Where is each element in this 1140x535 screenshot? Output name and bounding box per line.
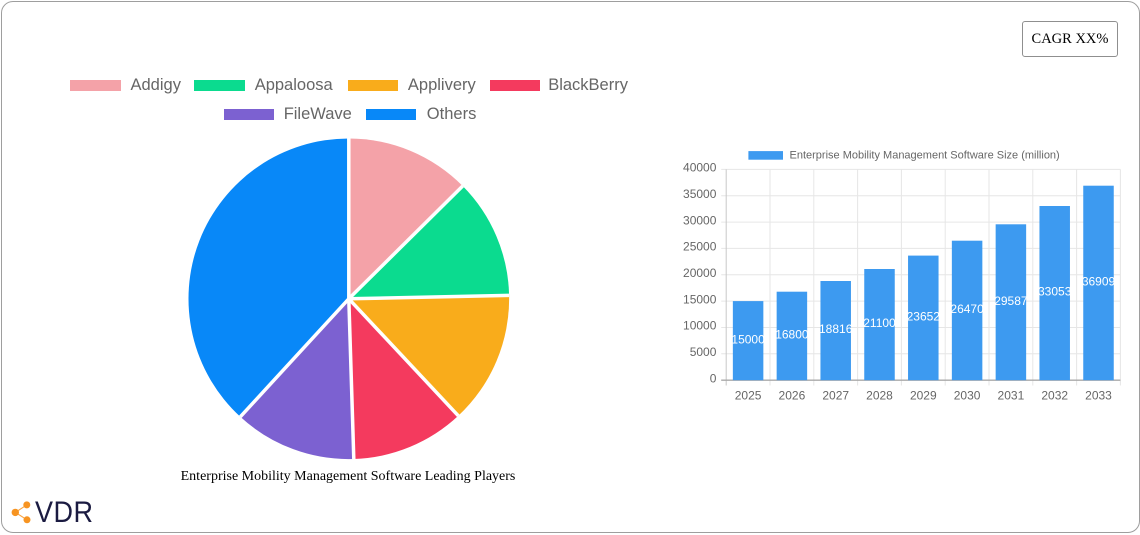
svg-text:Enterprise Mobility Management: Enterprise Mobility Management Software … (790, 150, 1060, 162)
svg-text:10000: 10000 (683, 319, 717, 333)
svg-text:2026: 2026 (779, 388, 806, 402)
svg-text:21100: 21100 (863, 316, 896, 330)
svg-text:2032: 2032 (1041, 388, 1068, 402)
svg-text:2030: 2030 (954, 388, 981, 402)
svg-text:2031: 2031 (998, 388, 1025, 402)
svg-text:0: 0 (710, 371, 717, 385)
svg-text:18816: 18816 (819, 322, 853, 336)
svg-text:35000: 35000 (683, 187, 717, 201)
svg-text:15000: 15000 (683, 292, 717, 306)
svg-text:2025: 2025 (735, 388, 762, 402)
svg-text:36909: 36909 (1082, 275, 1116, 289)
svg-text:20000: 20000 (683, 266, 717, 280)
svg-text:40000: 40000 (683, 161, 717, 175)
svg-text:29587: 29587 (994, 294, 1028, 308)
svg-text:2028: 2028 (866, 388, 893, 402)
svg-text:5000: 5000 (690, 345, 717, 359)
svg-text:25000: 25000 (683, 240, 717, 254)
svg-text:2029: 2029 (910, 388, 937, 402)
svg-text:30000: 30000 (683, 213, 717, 227)
svg-text:16800: 16800 (775, 328, 809, 342)
svg-text:33053: 33053 (1038, 285, 1072, 299)
svg-text:26470: 26470 (950, 302, 984, 316)
svg-text:15000: 15000 (731, 332, 765, 346)
svg-text:23652: 23652 (907, 310, 941, 324)
svg-text:2033: 2033 (1085, 388, 1112, 402)
svg-text:2027: 2027 (822, 388, 849, 402)
